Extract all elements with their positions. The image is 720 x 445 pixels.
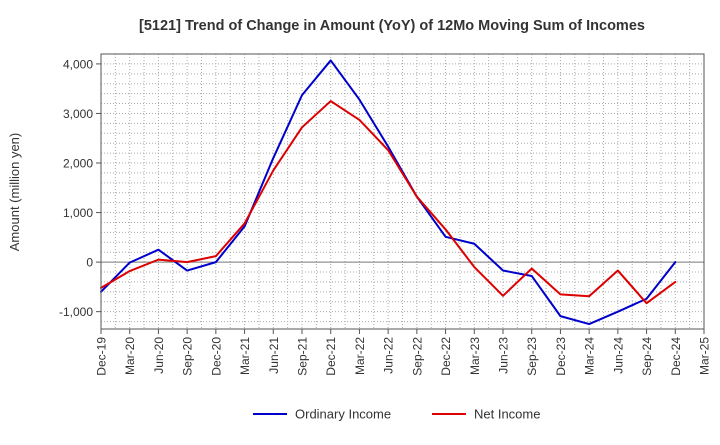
y-tick-label: 3,000 (63, 107, 93, 121)
x-tick-label: Sep-20 (181, 337, 195, 376)
y-tick-label: 2,000 (63, 157, 93, 171)
x-tick-label: Dec-24 (669, 337, 683, 376)
plot-frame (100, 53, 705, 330)
y-tick-label: 4,000 (63, 57, 93, 71)
x-tick-label: Jun-22 (382, 337, 396, 374)
x-tick-label: Sep-23 (525, 337, 539, 376)
x-tick-label: Dec-23 (554, 337, 568, 376)
x-tick-label: Jun-24 (611, 337, 625, 374)
x-tick-label: Jun-23 (497, 337, 511, 374)
x-tick-label: Mar-25 (698, 337, 712, 375)
x-tick-label: Sep-21 (296, 337, 310, 376)
y-tick-label: 1,000 (63, 206, 93, 220)
x-tick-label: Dec-20 (209, 337, 223, 376)
x-axis-ticks: Dec-19 Mar-20 Jun-20 Sep-20 Dec-20 Mar-21 Jun-… (95, 329, 712, 376)
x-tick-label: Jun-21 (267, 337, 281, 374)
x-tick-label: Dec-22 (439, 337, 453, 376)
y-tick-label: 0 (86, 256, 93, 270)
x-tick-label: Sep-22 (410, 337, 424, 376)
x-tick-label: Dec-19 (95, 337, 109, 376)
y-axis-label: Amount (million yen) (7, 133, 22, 252)
legend: Ordinary Income Net Income (253, 407, 540, 422)
y-axis-ticks: -1,000 0 1,000 2,000 3,000 4,000 (59, 57, 101, 319)
series-layer (100, 59, 677, 326)
y-tick-label: -1,000 (59, 305, 93, 319)
x-tick-label: Mar-21 (238, 337, 252, 375)
series-line-ordinary-income (100, 59, 677, 326)
x-tick-label: Mar-23 (468, 337, 482, 375)
series-line-net-income (100, 100, 677, 305)
x-tick-label: Mar-22 (353, 337, 367, 375)
x-tick-label: Jun-20 (152, 337, 166, 374)
chart-title: [5121] Trend of Change in Amount (YoY) o… (139, 18, 645, 34)
x-tick-label: Mar-24 (583, 337, 597, 375)
x-tick-label: Dec-21 (324, 337, 338, 376)
x-tick-label: Sep-24 (640, 337, 654, 376)
x-tick-label: Mar-20 (123, 337, 137, 375)
grid (101, 53, 704, 329)
legend-label: Net Income (474, 407, 540, 422)
legend-label: Ordinary Income (295, 407, 391, 422)
